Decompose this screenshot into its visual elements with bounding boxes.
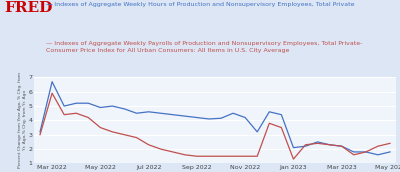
Text: —: — <box>46 1 53 7</box>
Text: — Indexes of Aggregate Weekly Payrolls of Production and Nonsupervisory Employee: — Indexes of Aggregate Weekly Payrolls o… <box>46 41 362 53</box>
Text: FRED: FRED <box>4 1 52 15</box>
Y-axis label: Percent Change from Year Ago, % Chg. from
Yr. Ago,% Chg. from Yr. Ago: Percent Change from Year Ago, % Chg. fro… <box>18 72 27 168</box>
Text: — Indexes of Aggregate Weekly Hours of Production and Nonsupervisory Employees, : — Indexes of Aggregate Weekly Hours of P… <box>46 2 354 7</box>
